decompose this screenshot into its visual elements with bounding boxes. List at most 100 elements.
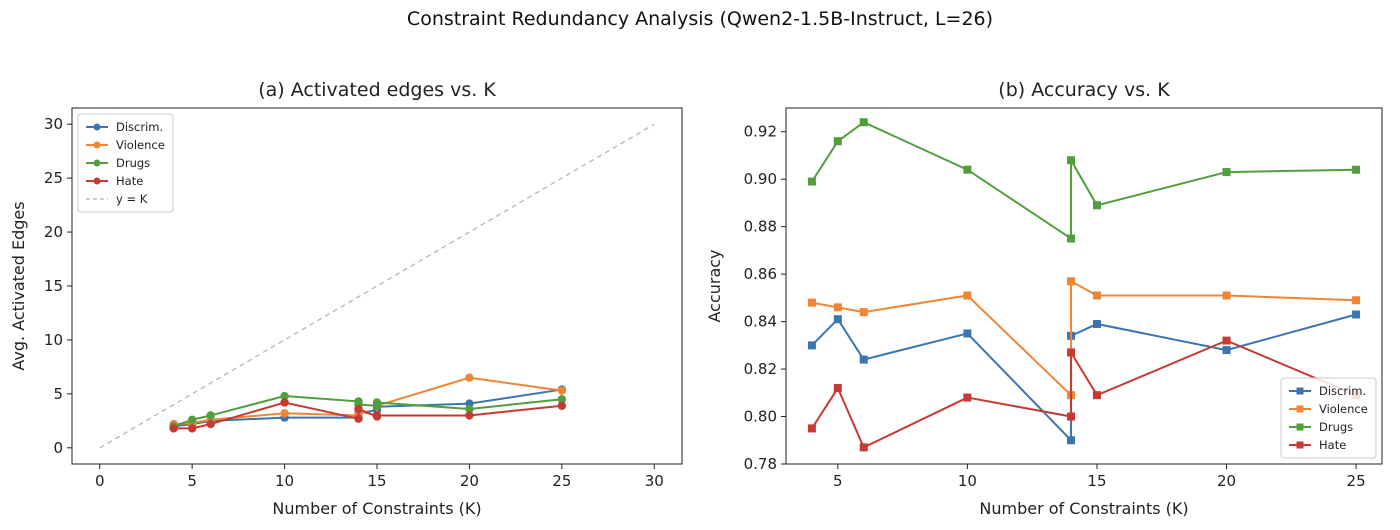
data-point-violence (807, 298, 816, 307)
legend: Discrim. Violence Drugs Hate y = K (77, 113, 174, 213)
data-point-hate (206, 419, 215, 429)
x-tick-label: 5 (833, 472, 843, 490)
y-tick-label: 0.84 (744, 313, 777, 331)
legend-frame (77, 113, 174, 213)
chart-title: (b) Accuracy vs. K (998, 79, 1170, 101)
data-point-discrim (963, 329, 972, 338)
data-point-violence (1092, 291, 1101, 300)
x-tick-label: 0 (95, 472, 105, 490)
data-point-violence (557, 386, 567, 395)
y-tick-label: 0.88 (744, 218, 777, 236)
data-point-hate (280, 398, 289, 407)
data-point-drugs (187, 415, 197, 424)
y-tick-label: 25 (44, 169, 63, 187)
y-tick-label: 20 (44, 223, 63, 241)
data-point-hate (1067, 412, 1076, 421)
data-point-drugs (807, 177, 816, 186)
figure-suptitle: Constraint Redundancy Analysis (Qwen2-1.… (406, 8, 994, 30)
x-tick-label: 20 (460, 472, 479, 490)
data-point-hate (354, 414, 363, 423)
chart-activated-edges: (a) Activated edges vs. K 0 5 10 15 20 25 30 0 5 1… (9, 79, 683, 518)
data-point-drugs (1092, 201, 1101, 210)
series-line-discrim (811, 313, 1357, 443)
data-point-drugs (372, 398, 382, 407)
data-point-hate (557, 401, 567, 410)
legend-marker-violence (1296, 405, 1304, 413)
data-point-drugs (206, 411, 215, 420)
data-point-drugs (859, 118, 868, 127)
data-point-discrim (1092, 319, 1101, 328)
data-point-drugs (465, 404, 474, 414)
legend-label: Violence (1319, 402, 1368, 416)
data-point-discrim (1352, 310, 1361, 319)
data-point-hate (1092, 391, 1101, 400)
data-point-drugs (1067, 234, 1076, 243)
y-tick-label: 30 (44, 115, 63, 133)
legend-label: Drugs (1319, 420, 1353, 434)
y-tick-label: 0.82 (744, 360, 777, 378)
legend-marker-hate (1296, 441, 1304, 449)
chart-accuracy: (b) Accuracy vs. K 5 10 15 20 25 0.78 0.80 0.82 0… (705, 79, 1383, 518)
data-point-discrim (807, 341, 816, 350)
data-point-discrim (859, 355, 868, 364)
data-point-drugs (963, 165, 972, 174)
plot-area-frame (785, 107, 1383, 465)
y-tick-label: 5 (53, 385, 63, 403)
data-point-violence (1067, 277, 1076, 286)
data-point-hate (1222, 336, 1231, 345)
data-point-violence (1352, 296, 1361, 305)
series-line-drugs (811, 121, 1357, 241)
data-point-hate (833, 384, 842, 393)
x-tick-label: 25 (1347, 472, 1366, 490)
y-tick-label: 10 (44, 331, 63, 349)
legend-label: Hate (1319, 438, 1346, 452)
data-point-violence (963, 291, 972, 300)
y-tick-label: 0.78 (744, 455, 777, 473)
x-tick-label: 5 (187, 472, 197, 490)
data-point-drugs (1222, 168, 1231, 177)
data-point-hate (807, 424, 816, 433)
data-point-hate (354, 404, 363, 414)
data-point-violence (1222, 291, 1231, 300)
data-point-hate (169, 424, 178, 433)
legend-label: Hate (116, 174, 143, 188)
x-axis-label: Number of Constraints (K) (979, 499, 1188, 518)
y-tick-label: 0.80 (744, 408, 777, 426)
data-point-discrim (1067, 436, 1076, 445)
chart-title: (a) Activated edges vs. K (258, 79, 496, 101)
data-point-drugs (557, 395, 567, 404)
legend-label: Violence (116, 138, 165, 152)
data-point-violence (465, 373, 474, 382)
series-line-discrim (173, 388, 562, 428)
data-point-hate (963, 393, 972, 402)
x-tick-label: 15 (1087, 472, 1106, 490)
legend-marker-violence (93, 141, 101, 149)
y-tick-label: 0.90 (744, 170, 777, 188)
legend-marker-discrim (1296, 387, 1304, 395)
y-tick-label: 0 (53, 439, 63, 457)
data-point-hate (465, 411, 474, 420)
data-point-drugs (280, 391, 289, 401)
data-point-hate (1067, 348, 1076, 357)
y-tick-label: 0.86 (744, 265, 777, 283)
legend-marker-drugs (1296, 423, 1304, 431)
x-tick-label: 30 (645, 472, 664, 490)
legend-marker-discrim (93, 123, 101, 131)
legend-label: Discrim. (116, 120, 163, 134)
data-point-discrim (1222, 346, 1231, 355)
legend-marker-drugs (93, 159, 101, 167)
legend-label: Discrim. (1319, 384, 1366, 398)
legend: Discrim. Violence Drugs Hate (1280, 377, 1377, 459)
data-point-discrim (833, 315, 842, 324)
data-point-hate (372, 411, 382, 420)
data-point-drugs (833, 137, 842, 146)
legend-label: y = K (116, 192, 148, 206)
data-point-hate (859, 443, 868, 452)
series-line-hate (173, 401, 562, 430)
data-point-violence (833, 303, 842, 312)
data-point-violence (859, 308, 868, 317)
data-point-hate (187, 424, 197, 433)
x-tick-label: 15 (367, 472, 386, 490)
y-axis-label: Avg. Activated Edges (9, 201, 28, 370)
